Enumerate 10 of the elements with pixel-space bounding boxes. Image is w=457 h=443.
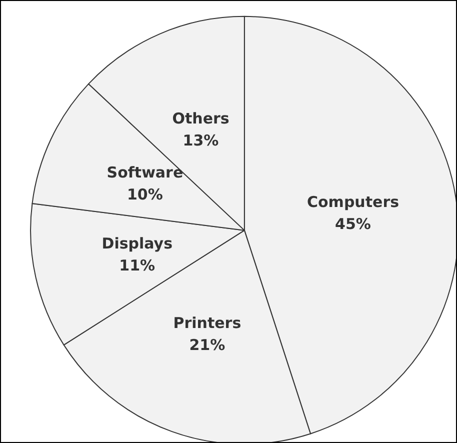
slice-label: Printers: [173, 314, 242, 332]
slice-label: Displays: [102, 234, 173, 252]
slice-label: Others: [172, 109, 230, 128]
data-label: 10%: [126, 186, 163, 204]
slice-label: Software: [106, 164, 184, 182]
data-label: 45%: [335, 215, 371, 234]
data-label: 21%: [189, 336, 226, 354]
data-label: 11%: [119, 256, 156, 274]
data-label: 13%: [182, 131, 219, 150]
slice-label: Computers: [307, 193, 400, 212]
